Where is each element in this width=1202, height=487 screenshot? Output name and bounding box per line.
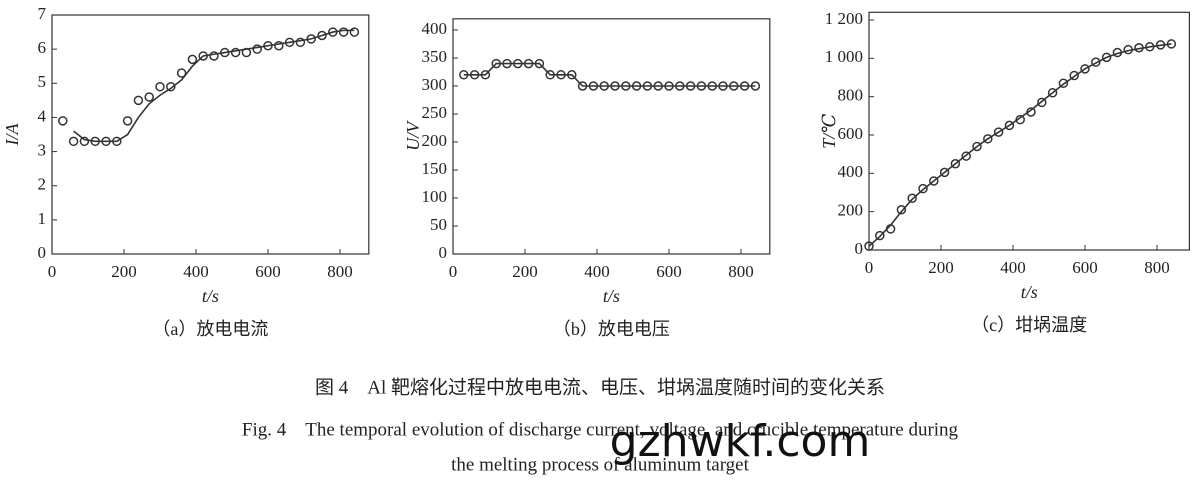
y-tick-label: 1 — [38, 209, 47, 228]
y-tick-label: 200 — [838, 201, 864, 220]
panel-caption: （b）放电电压 — [553, 319, 670, 339]
figure-caption-en: Fig. 4 The temporal evolution of dischar… — [242, 419, 959, 440]
marker — [122, 116, 133, 126]
marker — [972, 141, 982, 152]
x-tick-label: 200 — [928, 258, 954, 277]
line — [463, 62, 756, 87]
marker — [79, 136, 90, 147]
marker — [295, 37, 306, 48]
marker — [950, 158, 961, 169]
y-tick-label: 3 — [38, 140, 47, 159]
y-tick-label: 150 — [422, 159, 448, 178]
x-tick-label: 0 — [865, 258, 874, 277]
y-axis-label: I/A — [2, 123, 22, 147]
x-tick-label: 800 — [728, 262, 754, 281]
marker — [1037, 97, 1047, 108]
x-axis-label: t/s — [1021, 282, 1038, 302]
marker — [133, 95, 144, 106]
panel-caption: （c）坩埚温度 — [971, 315, 1087, 335]
marker — [274, 40, 284, 51]
marker — [68, 136, 79, 147]
x-tick-label: 0 — [48, 262, 57, 281]
y-tick-label: 4 — [38, 106, 47, 125]
marker — [864, 241, 874, 251]
marker — [144, 92, 154, 102]
y-tick-label: 600 — [838, 124, 864, 143]
x-tick-label: 400 — [584, 262, 610, 281]
y-tick-label: 50 — [430, 215, 447, 234]
plot-frame — [452, 18, 771, 255]
marker — [918, 183, 928, 194]
marker — [875, 230, 885, 241]
line — [73, 29, 355, 143]
line — [868, 43, 1172, 247]
x-tick-label: 600 — [255, 262, 281, 281]
y-tick-label: 0 — [38, 243, 47, 262]
y-tick-label: 300 — [422, 75, 448, 94]
y-axis-label: U/V — [403, 120, 423, 151]
y-tick-label: 5 — [38, 72, 47, 91]
marker — [961, 151, 971, 161]
y-tick-label: 350 — [422, 47, 448, 66]
marker — [939, 167, 950, 178]
y-tick-label: 400 — [422, 19, 448, 38]
figure-caption-zh: 图 4 Al 靶熔化过程中放电电流、电压、坩埚温度随时间的变化关系 — [315, 376, 885, 398]
marker — [252, 44, 262, 54]
marker — [155, 81, 165, 92]
y-tick-label: 1 000 — [825, 47, 863, 66]
x-tick-label: 200 — [512, 262, 538, 281]
marker — [983, 134, 993, 144]
marker — [230, 47, 241, 58]
marker — [1080, 64, 1090, 74]
x-tick-label: 600 — [1072, 258, 1098, 277]
marker — [993, 127, 1004, 137]
marker — [317, 30, 327, 41]
x-tick-label: 200 — [111, 262, 137, 281]
marker — [338, 27, 349, 37]
x-tick-label: 600 — [656, 262, 682, 281]
marker — [349, 27, 360, 37]
marker — [187, 54, 198, 65]
marker — [58, 116, 68, 126]
y-tick-label: 6 — [38, 38, 47, 57]
y-tick-label: 2 — [38, 175, 47, 194]
panel-caption: （a）放电电流 — [152, 319, 268, 339]
y-axis-label: T/℃ — [819, 114, 839, 149]
marker — [209, 51, 219, 61]
marker — [1069, 70, 1079, 81]
watermark: gzhwkf.com — [610, 416, 871, 467]
y-tick-label: 0 — [439, 243, 448, 262]
x-axis-label: t/s — [603, 286, 620, 306]
marker — [929, 176, 939, 186]
marker — [1004, 120, 1015, 131]
figure-caption-en: the melting process of aluminum target — [451, 454, 749, 475]
x-tick-label: 400 — [1000, 258, 1026, 277]
y-tick-label: 1 200 — [825, 9, 863, 28]
y-tick-label: 0 — [855, 239, 864, 258]
y-tick-label: 400 — [838, 162, 864, 181]
marker — [1091, 57, 1101, 67]
marker — [1058, 78, 1069, 88]
y-tick-label: 250 — [422, 103, 448, 122]
plot-frame — [51, 14, 370, 255]
y-tick-label: 800 — [838, 86, 864, 105]
x-axis-label: t/s — [202, 286, 219, 306]
x-tick-label: 0 — [449, 262, 458, 281]
marker — [1047, 88, 1058, 98]
marker — [166, 81, 176, 92]
y-tick-label: 200 — [422, 131, 448, 150]
marker — [896, 204, 907, 215]
x-tick-label: 800 — [327, 262, 353, 281]
x-tick-label: 400 — [183, 262, 209, 281]
plot-frame — [868, 11, 1190, 251]
marker — [176, 68, 187, 78]
marker — [907, 193, 917, 203]
x-tick-label: 800 — [1144, 258, 1170, 277]
y-tick-label: 100 — [422, 187, 448, 206]
y-tick-label: 7 — [38, 4, 47, 23]
marker — [1101, 52, 1112, 63]
